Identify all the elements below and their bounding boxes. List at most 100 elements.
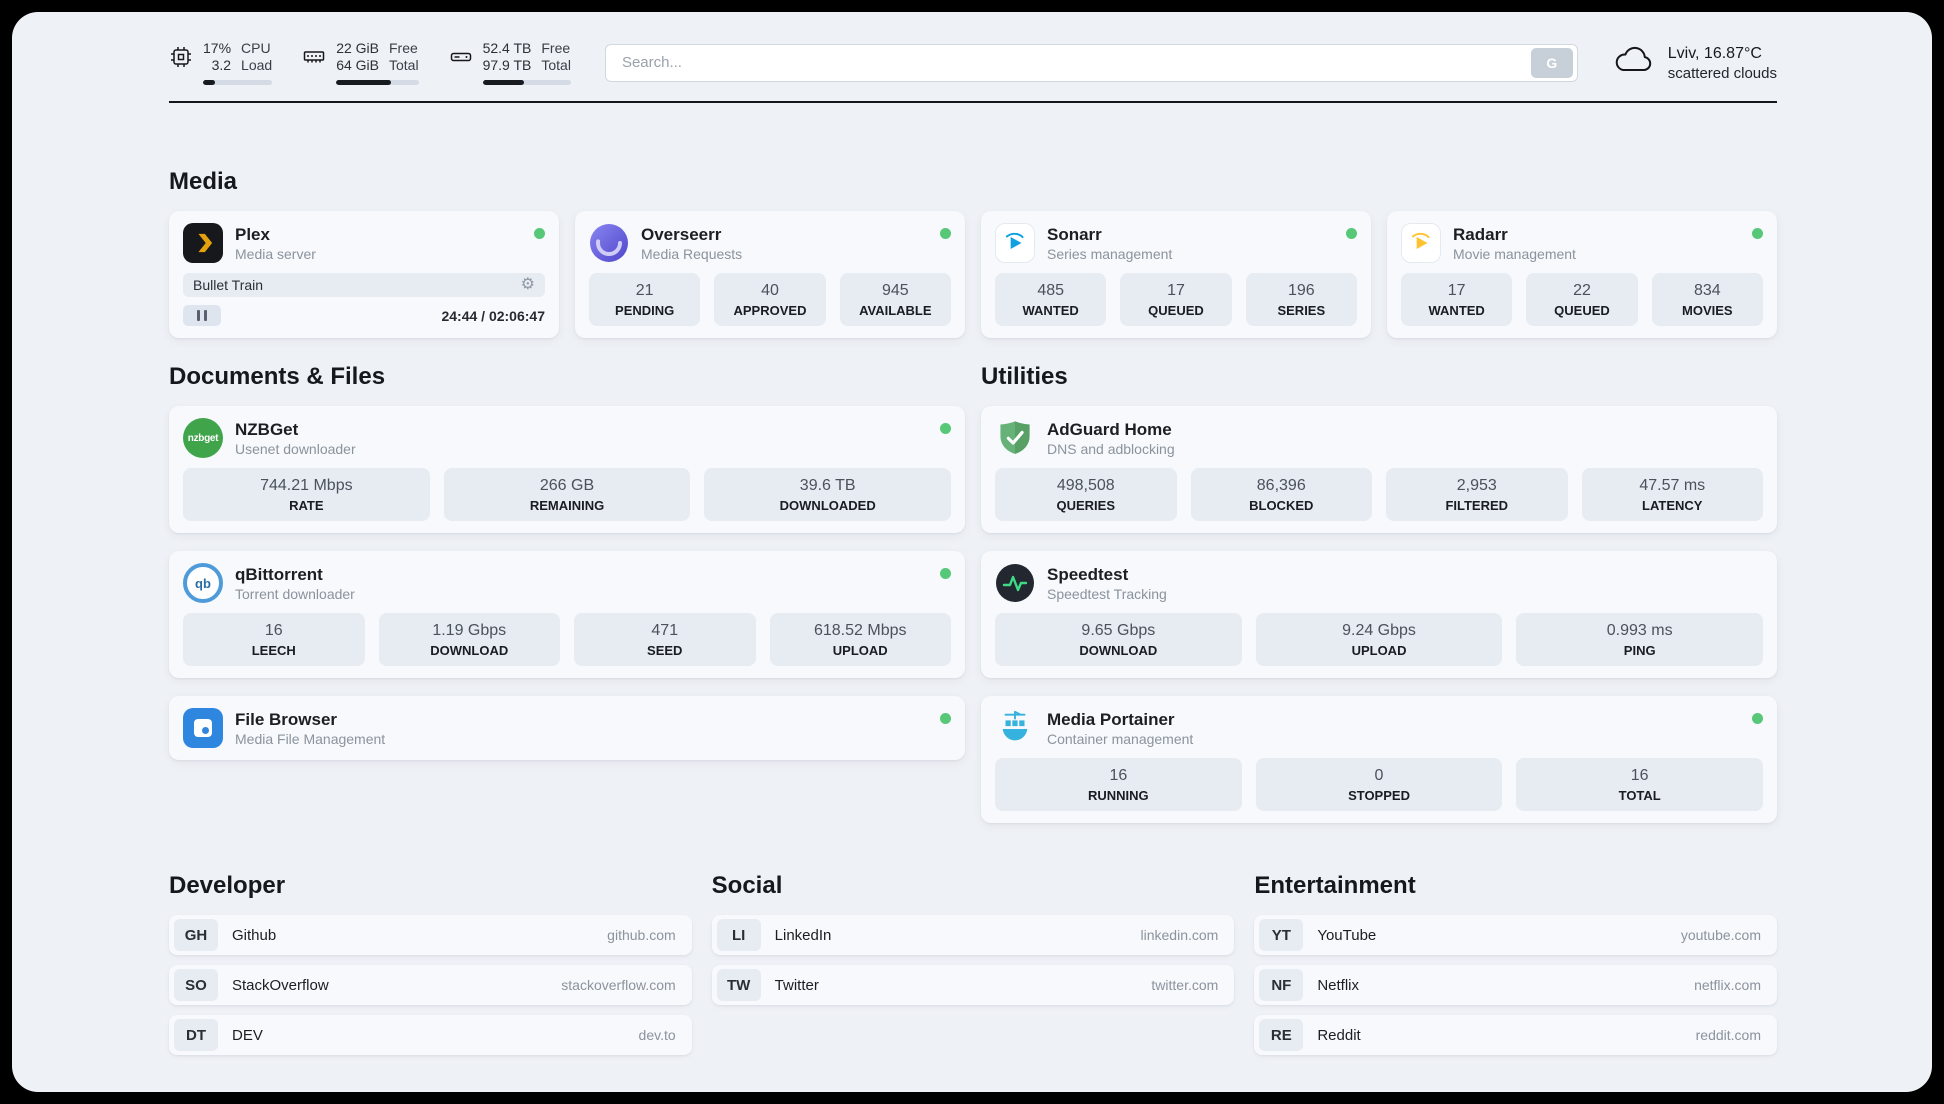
ram-label-bottom: Total [389, 57, 419, 73]
plex-icon [183, 223, 223, 263]
app-card-overseerr[interactable]: Overseerr Media Requests 21 PENDING 40 A… [575, 211, 965, 338]
status-online-dot [940, 423, 951, 434]
search-bar: G [604, 43, 1578, 82]
app-subtitle: Usenet downloader [235, 440, 356, 457]
ram-total: 64 GiB [336, 57, 379, 73]
bookmark-youtube[interactable]: YT YouTube youtube.com [1254, 915, 1777, 955]
app-card-nzbget[interactable]: nzbget NZBGet Usenet downloader 744.21 M… [169, 406, 965, 533]
status-online-dot [940, 568, 951, 579]
disk-progress-bar [482, 80, 571, 85]
bookmark-group-social: Social LI LinkedIn linkedin.com TW Twitt… [711, 871, 1235, 1055]
bookmark-name: StackOverflow [232, 976, 329, 994]
bookmark-netflix[interactable]: NF Netflix netflix.com [1254, 965, 1777, 1005]
stat-queued: 22 QUEUED [1526, 273, 1638, 326]
bookmark-abbr: SO [174, 969, 218, 1001]
search-engine-button[interactable]: G [1530, 47, 1573, 78]
now-playing-controls: 24:44 / 02:06:47 [183, 305, 545, 326]
cpu-label-top: CPU [241, 40, 271, 56]
stat-remaining: 266 GB REMAINING [443, 468, 691, 521]
stat-available: 945 AVAILABLE [839, 273, 951, 326]
bookmark-name: Netflix [1317, 976, 1360, 994]
qbittorrent-icon: qb [183, 563, 223, 603]
stat-wanted: 17 WANTED [1401, 273, 1513, 326]
cpu-progress-bar [203, 80, 273, 85]
pause-icon [197, 310, 200, 321]
bookmark-linkedin[interactable]: LI LinkedIn linkedin.com [711, 915, 1235, 955]
bookmark-twitter[interactable]: TW Twitter twitter.com [711, 965, 1235, 1005]
sonarr-icon [995, 223, 1035, 263]
bookmark-abbr: GH [174, 919, 218, 951]
adguard-icon [995, 418, 1035, 458]
weather-widget: Lviv, 16.87°C scattered clouds [1612, 43, 1777, 83]
bookmark-abbr: DT [174, 1019, 218, 1051]
bookmark-abbr: YT [1259, 919, 1304, 951]
stat-series: 196 SERIES [1245, 273, 1357, 326]
app-name: Speedtest [1047, 564, 1129, 584]
stat-total: 16 TOTAL [1516, 758, 1764, 811]
documents-column: Documents & Files nzbget NZBGet Usenet d… [169, 362, 965, 760]
status-online-dot [534, 228, 545, 239]
nzbget-icon: nzbget [183, 418, 223, 458]
gear-icon[interactable]: ⚙ [520, 276, 535, 293]
stat-seed: 471 SEED [574, 613, 756, 666]
app-name: File Browser [235, 709, 338, 729]
app-name: Media Portainer [1047, 709, 1175, 729]
app-card-sonarr[interactable]: Sonarr Series management 485 WANTED 17 Q… [981, 211, 1371, 338]
bookmark-url: netflix.com [1694, 977, 1761, 993]
stat-pending: 21 PENDING [589, 273, 701, 326]
pause-button[interactable] [183, 305, 221, 326]
app-subtitle: Media server [235, 245, 316, 262]
bookmark-dev[interactable]: DT DEV dev.to [169, 1015, 692, 1055]
bookmark-abbr: NF [1259, 969, 1304, 1001]
disk-icon [449, 45, 473, 69]
app-card-plex[interactable]: Plex Media server Bullet Train ⚙ 24:44 /… [169, 211, 559, 338]
search-input[interactable] [619, 53, 1531, 72]
app-name: Radarr [1453, 224, 1508, 244]
app-name: NZBGet [235, 419, 299, 439]
stat-stopped: 0 STOPPED [1255, 758, 1503, 811]
section-title-media: Media [169, 168, 238, 195]
app-name: qBittorrent [235, 564, 323, 584]
bookmark-url: twitter.com [1151, 977, 1219, 993]
app-card-filebrowser[interactable]: File Browser Media File Management [169, 696, 965, 760]
app-card-radarr[interactable]: Radarr Movie management 17 WANTED 22 QUE… [1387, 211, 1777, 338]
status-online-dot [1346, 228, 1357, 239]
bookmark-reddit[interactable]: RE Reddit reddit.com [1254, 1015, 1777, 1055]
status-online-dot [940, 713, 951, 724]
stat-wanted: 485 WANTED [995, 273, 1107, 326]
stat-download: 1.19 Gbps DOWNLOAD [378, 613, 560, 666]
app-card-adguard[interactable]: AdGuard Home DNS and adblocking 498,508 … [981, 406, 1777, 533]
section-title-social: Social [711, 872, 783, 899]
section-title-documents: Documents & Files [169, 363, 386, 390]
app-subtitle: Movie management [1453, 245, 1576, 262]
bookmark-url: youtube.com [1680, 927, 1761, 943]
status-online-dot [940, 228, 951, 239]
stat-ping: 0.993 ms PING [1516, 613, 1764, 666]
bookmark-name: LinkedIn [774, 926, 832, 944]
disk-widget: 52.4 TB 97.9 TB Free Total [449, 40, 571, 85]
stat-running: 16 RUNNING [995, 758, 1242, 811]
cpu-percent: 17% [203, 40, 232, 56]
app-name: AdGuard Home [1047, 419, 1172, 439]
app-subtitle: Torrent downloader [235, 585, 355, 602]
top-bar: 17% 3.2 CPU Load [169, 40, 1777, 85]
bookmark-stackoverflow[interactable]: SO StackOverflow stackoverflow.com [169, 965, 692, 1005]
app-card-speedtest[interactable]: Speedtest Speedtest Tracking 9.65 Gbps D… [981, 551, 1777, 678]
stat-latency: 47.57 ms LATENCY [1581, 468, 1763, 521]
bookmark-abbr: RE [1259, 1019, 1304, 1051]
section-title-utilities: Utilities [981, 363, 1068, 390]
system-widgets: 17% 3.2 CPU Load [169, 40, 571, 85]
disk-total: 97.9 TB [482, 57, 532, 73]
header-divider [169, 101, 1777, 103]
stat-download: 9.65 Gbps DOWNLOAD [995, 613, 1242, 666]
stat-filtered: 2,953 FILTERED [1386, 468, 1568, 521]
app-card-qbittorrent[interactable]: qb qBittorrent Torrent downloader 16 LEE… [169, 551, 965, 678]
app-name: Plex [235, 224, 270, 244]
ram-progress-bar [336, 80, 419, 85]
app-card-portainer[interactable]: Media Portainer Container management 16 … [981, 696, 1777, 823]
stat-approved: 40 APPROVED [714, 273, 826, 326]
ram-icon [302, 45, 326, 69]
bookmark-github[interactable]: GH Github github.com [169, 915, 692, 955]
radarr-icon [1401, 223, 1441, 263]
ram-free: 22 GiB [336, 40, 379, 56]
